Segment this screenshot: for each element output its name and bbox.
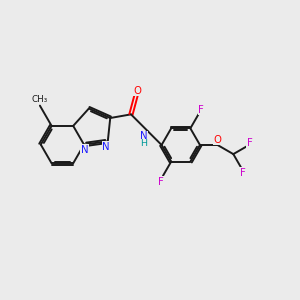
Text: CH₃: CH₃ bbox=[32, 94, 48, 103]
Text: N: N bbox=[81, 145, 88, 155]
Text: N: N bbox=[103, 142, 110, 152]
Text: F: F bbox=[198, 105, 204, 115]
Text: N: N bbox=[140, 131, 148, 141]
Text: O: O bbox=[134, 86, 142, 96]
Text: H: H bbox=[140, 139, 147, 148]
Text: F: F bbox=[158, 177, 164, 187]
Text: F: F bbox=[247, 139, 252, 148]
Text: O: O bbox=[214, 135, 221, 145]
Text: F: F bbox=[239, 168, 245, 178]
